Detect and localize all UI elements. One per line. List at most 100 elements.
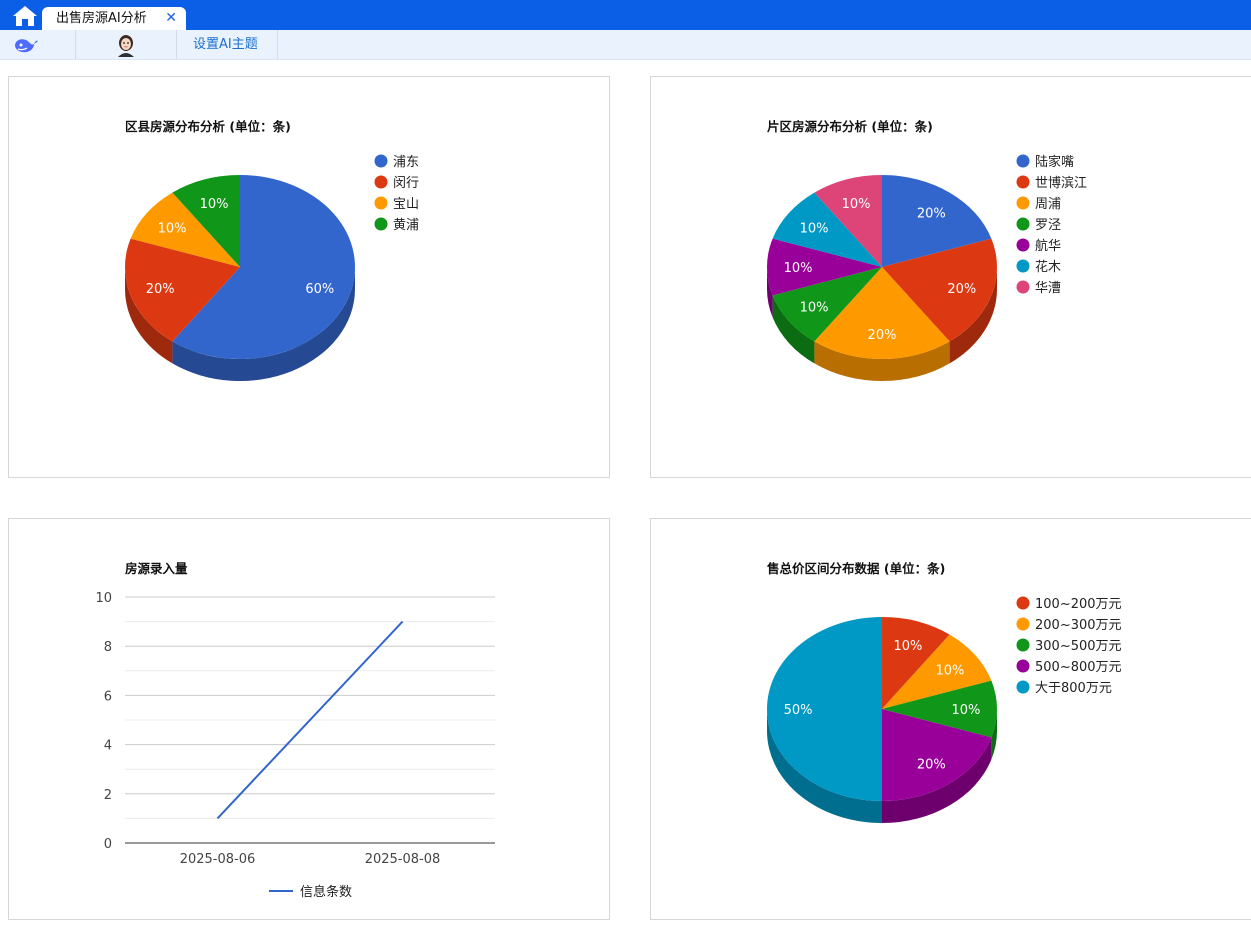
y-tick-label: 4	[104, 739, 112, 754]
pie-slice-浦东	[172, 175, 355, 359]
pie-side-航华	[767, 267, 773, 318]
y-tick-label: 8	[104, 640, 112, 655]
legend-label-航华: 航华	[1035, 238, 1061, 254]
legend-swatch-世博滨江	[1016, 175, 1030, 189]
slice-label-华漕: 10%	[842, 197, 871, 212]
legend-swatch-黄浦	[374, 217, 388, 231]
legend-swatch-航华	[1016, 238, 1030, 252]
slice-label-大于800万元: 50%	[784, 703, 813, 718]
slice-label-500~800万元: 20%	[917, 757, 946, 772]
deepseek-whale-icon	[15, 39, 38, 53]
slice-label-浦东: 60%	[305, 282, 334, 297]
legend-label-周浦: 周浦	[1035, 197, 1061, 212]
legend-swatch-宝山	[374, 196, 388, 210]
pie-slice-闵行	[124, 238, 240, 342]
chart-title: 售总价区间分布数据 (单位：条)	[767, 561, 945, 576]
slice-label-闵行: 20%	[146, 282, 175, 297]
series-line-信息条数	[216, 620, 404, 820]
chart-title: 区县房源分布分析 (单位：条)	[125, 119, 291, 134]
slice-label-周浦: 20%	[868, 328, 897, 343]
panel-listing-volume: 房源录入量 0 2 4 6 8 10 2025-08-06 2025-08-08 信息条数	[8, 518, 610, 920]
legend-swatch-500~800万元	[1016, 659, 1030, 673]
legend-swatch-浦东	[374, 154, 388, 168]
slice-label-世博滨江: 20%	[947, 282, 976, 297]
legend-swatch-罗泾	[1016, 217, 1030, 231]
legend-swatch-华漕	[1016, 280, 1030, 294]
pie-slice-周浦	[814, 267, 950, 360]
pie-slice-大于800万元	[767, 617, 882, 801]
pie-slice-陆家嘴	[882, 175, 992, 267]
y-tick-label: 2	[104, 788, 112, 803]
panel-district-distribution: 区县房源分布分析 (单位：条) 60% 20% 10% 10% 浦东 闵行 宝山 黄浦	[8, 76, 610, 478]
area-pie-chart: 片区房源分布分析 (单位：条) 20% 20% 20% 10% 10% 10% 10% 陆家嘴世…	[767, 119, 1087, 381]
slice-label-100~200万元: 10%	[893, 639, 922, 654]
pie-slice-华漕	[814, 175, 882, 267]
panel-price-range: 售总价区间分布数据 (单位：条) 10% 10% 10% 20% 50% 100~200万元…	[650, 518, 1251, 920]
legend-swatch-大于800万元	[1016, 680, 1030, 694]
legend-swatch-周浦	[1016, 196, 1030, 210]
slice-label-陆家嘴: 20%	[917, 207, 946, 222]
pie-slice-300~500万元	[882, 680, 997, 738]
pie-side-300~500万元	[991, 709, 997, 760]
legend-label-花木: 花木	[1035, 259, 1061, 275]
legend-label-500~800万元: 500~800万元	[1035, 660, 1122, 675]
pie-side-浦东	[172, 267, 355, 381]
legend-swatch-300~500万元	[1016, 638, 1030, 652]
pie-slice-世博滨江	[882, 238, 997, 342]
y-tick-label: 6	[104, 689, 112, 704]
home-icon[interactable]	[11, 4, 39, 28]
pie-slice-花木	[772, 192, 882, 267]
slice-label-航华: 10%	[784, 261, 813, 276]
slice-label-200~300万元: 10%	[935, 664, 964, 679]
pie-side-世博滨江	[949, 267, 997, 364]
legend-label-浦东: 浦东	[393, 155, 419, 170]
slice-label-300~500万元: 10%	[951, 703, 980, 718]
legend-label-闵行: 闵行	[393, 176, 419, 191]
legend-swatch-200~300万元	[1016, 617, 1030, 631]
x-tick-label: 2025-08-06	[180, 852, 256, 867]
legend-label-300~500万元: 300~500万元	[1035, 639, 1122, 654]
chart-title: 片区房源分布分析 (单位：条)	[767, 119, 933, 134]
legend-label-罗泾: 罗泾	[1035, 218, 1061, 233]
pie-slice-500~800万元	[882, 709, 992, 801]
panel-area-distribution: 片区房源分布分析 (单位：条) 20% 20% 20% 10% 10% 10% 10% 陆家嘴世…	[650, 76, 1251, 478]
close-icon[interactable]: ✕	[165, 10, 177, 26]
legend-label-大于800万元: 大于800万元	[1035, 681, 1112, 696]
tab-title: 出售房源AI分析	[56, 11, 147, 26]
pie-side-500~800万元	[882, 737, 992, 823]
legend-label-信息条数: 信息条数	[300, 884, 352, 900]
chart-title: 房源录入量	[125, 561, 188, 576]
pie-slice-罗泾	[772, 267, 882, 342]
slice-label-罗泾: 10%	[800, 300, 829, 315]
price-pie-chart: 售总价区间分布数据 (单位：条) 10% 10% 10% 20% 50% 100~200万元…	[767, 561, 1122, 823]
legend-swatch-100~200万元	[1016, 596, 1030, 610]
deepseek-button[interactable]	[0, 30, 76, 59]
avatar-icon	[118, 35, 134, 57]
x-tick-label: 2025-08-08	[365, 852, 441, 867]
legend-swatch-花木	[1016, 259, 1030, 273]
pie-slice-宝山	[130, 192, 240, 267]
y-tick-label: 10	[95, 591, 112, 606]
pie-slice-黄浦	[172, 175, 240, 267]
slice-label-黄浦: 10%	[200, 197, 229, 212]
legend-label-陆家嘴: 陆家嘴	[1035, 154, 1074, 170]
set-ai-theme-button[interactable]: 设置AI主题	[177, 30, 278, 59]
legend-swatch-闵行	[374, 175, 388, 189]
legend-label-华漕: 华漕	[1035, 281, 1061, 296]
avatar-button[interactable]	[76, 30, 177, 59]
pie-side-周浦	[814, 341, 950, 381]
top-bar: 出售房源AI分析 ✕	[0, 0, 1251, 30]
legend-label-200~300万元: 200~300万元	[1035, 618, 1122, 633]
pie-slice-航华	[767, 238, 882, 296]
slice-label-宝山: 10%	[158, 222, 187, 237]
pie-slice-100~200万元	[882, 617, 950, 709]
legend-label-100~200万元: 100~200万元	[1035, 597, 1122, 612]
legend-label-世博滨江: 世博滨江	[1035, 175, 1087, 191]
pie-slice-200~300万元	[882, 634, 992, 709]
tab-sale-analysis[interactable]: 出售房源AI分析 ✕	[42, 7, 186, 30]
pie-side-大于800万元	[767, 709, 882, 823]
slice-label-花木: 10%	[800, 222, 829, 237]
y-tick-label: 0	[104, 837, 112, 852]
toolbar: 设置AI主题	[0, 30, 1251, 60]
